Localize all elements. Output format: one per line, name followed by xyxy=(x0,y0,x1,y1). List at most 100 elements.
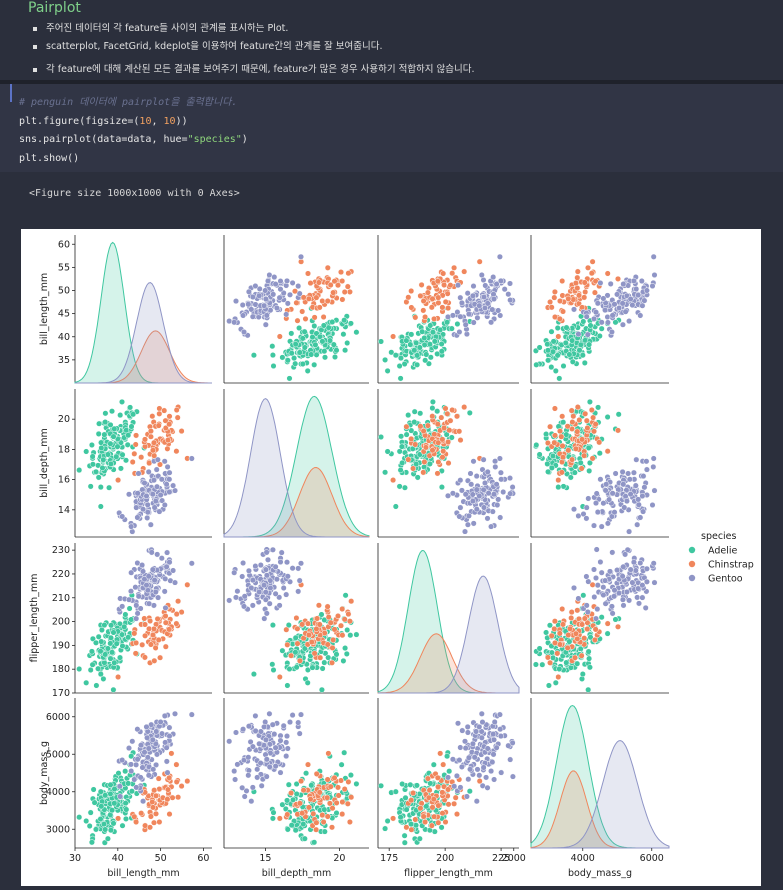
scatter-point xyxy=(119,451,126,458)
scatter-point xyxy=(340,657,347,664)
scatter-point xyxy=(446,768,453,775)
scatter-point xyxy=(147,617,154,625)
scatter-point xyxy=(239,573,246,580)
tick-label: 180 xyxy=(52,664,70,675)
scatter-point xyxy=(128,523,135,530)
scatter-point xyxy=(454,320,461,328)
scatter-point xyxy=(454,720,462,727)
scatter-point xyxy=(464,723,471,730)
scatter-point xyxy=(619,300,626,307)
scatter-point xyxy=(570,413,577,420)
scatter-point xyxy=(641,297,648,304)
scatter-point xyxy=(134,514,141,521)
scatter-point xyxy=(417,292,424,299)
scatter-point xyxy=(152,810,160,817)
scatter-point xyxy=(144,509,151,516)
scatter-point xyxy=(133,784,140,791)
scatter-point xyxy=(134,756,141,763)
scatter-point xyxy=(559,454,567,461)
scatter-point xyxy=(543,629,550,636)
scatter-point xyxy=(417,423,424,430)
scatter-point xyxy=(125,745,133,752)
scatter-point xyxy=(108,408,116,415)
scatter-point xyxy=(604,270,611,277)
scatter-point xyxy=(444,410,451,417)
scatter-point xyxy=(439,789,446,796)
scatter-point xyxy=(458,299,465,306)
scatter-point xyxy=(604,292,611,299)
scatter-point xyxy=(337,777,345,784)
scatter-point xyxy=(133,602,140,609)
scatter-point xyxy=(466,409,473,416)
scatter-point xyxy=(559,292,566,299)
scatter-point xyxy=(476,772,483,779)
code-editor[interactable]: # penguin 데이터에 pairplot을 출력합니다. plt.figu… xyxy=(19,97,248,164)
scatter-point xyxy=(493,744,500,751)
scatter-point xyxy=(252,563,259,570)
code-cell[interactable]: # penguin 데이터에 pairplot을 출력합니다. plt.figu… xyxy=(0,84,783,172)
scatter-point xyxy=(456,757,463,764)
scatter-point xyxy=(609,610,616,617)
scatter-point xyxy=(128,788,135,795)
scatter-point xyxy=(577,459,584,466)
scatter-point xyxy=(89,453,96,460)
bullet-item: 각 feature에 대해 계산된 모든 결과를 보여주기 때문에, featu… xyxy=(30,63,475,81)
scatter-point xyxy=(129,528,136,535)
scatter-point xyxy=(401,832,408,839)
scatter-point xyxy=(294,640,301,647)
tick-label: 18 xyxy=(58,444,70,455)
scatter-point xyxy=(133,818,140,826)
scatter-point xyxy=(280,722,287,729)
tick-label: 60 xyxy=(197,853,209,864)
scatter-point xyxy=(327,783,334,790)
scatter-point xyxy=(650,455,657,462)
scatter-point xyxy=(141,479,148,487)
scatter-point xyxy=(321,348,328,355)
axis-label: flipper_length_mm xyxy=(404,868,493,879)
scatter-point xyxy=(232,594,240,601)
scatter-point xyxy=(608,328,615,336)
legend-entry: Adelie xyxy=(708,546,737,557)
scatter-point xyxy=(582,288,589,296)
scatter-point xyxy=(262,566,269,573)
scatter-point xyxy=(547,298,554,306)
scatter-point xyxy=(163,563,170,570)
scatter-point xyxy=(603,481,610,488)
scatter-point xyxy=(556,297,564,305)
scatter-point xyxy=(141,436,149,443)
scatter-point xyxy=(327,619,334,626)
scatter-point xyxy=(397,375,404,382)
scatter-point xyxy=(318,611,325,618)
scatter-point xyxy=(448,325,455,332)
scatter-point xyxy=(568,614,575,622)
scatter-point xyxy=(272,281,279,288)
scatter-point xyxy=(284,745,291,752)
scatter-point xyxy=(435,459,442,466)
scatter-point xyxy=(311,322,318,330)
scatter-point xyxy=(262,736,269,743)
scatter-point xyxy=(622,551,629,558)
scatter-point xyxy=(620,602,627,609)
scatter-point xyxy=(572,280,579,287)
scatter-point xyxy=(604,448,611,455)
scatter-point xyxy=(461,528,469,535)
scatter-point xyxy=(271,274,278,281)
scatter-point xyxy=(295,588,302,595)
scatter-point xyxy=(621,504,628,511)
scatter-point xyxy=(434,470,441,477)
scatter-point xyxy=(470,319,477,326)
scatter-point xyxy=(141,654,148,661)
scatter-point xyxy=(398,433,405,440)
scatter-point xyxy=(166,774,173,781)
scatter-point xyxy=(556,641,564,648)
scatter-point xyxy=(572,445,579,452)
scatter-point xyxy=(262,287,269,294)
scatter-point xyxy=(151,787,158,794)
scatter-point xyxy=(331,353,339,361)
scatter-point xyxy=(421,334,428,342)
scatter-point xyxy=(596,332,603,340)
scatter-point xyxy=(560,483,567,490)
scatter-point xyxy=(296,324,303,332)
scatter-point xyxy=(435,783,442,790)
scatter-point xyxy=(457,784,464,791)
